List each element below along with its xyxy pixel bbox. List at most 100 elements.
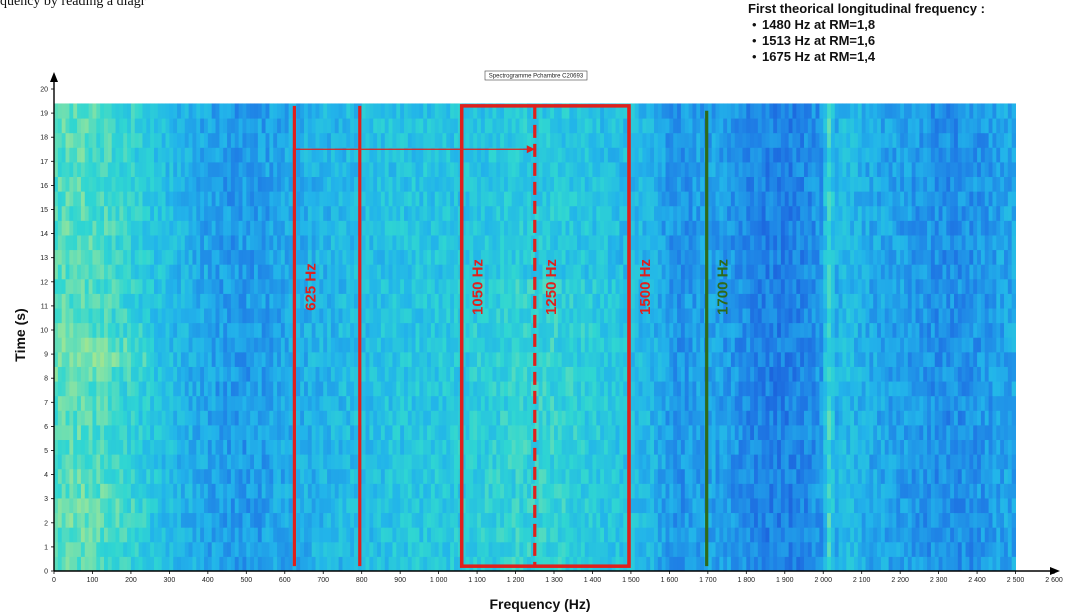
- heatmap-cell: [619, 381, 624, 397]
- heatmap-cell: [223, 556, 228, 571]
- heatmap-cell: [988, 381, 993, 397]
- heatmap-cell: [73, 381, 78, 397]
- heatmap-cell: [157, 497, 163, 514]
- heatmap-cell: [869, 395, 874, 411]
- heatmap-cell: [465, 541, 470, 557]
- heatmap-cell: [773, 337, 778, 353]
- heatmap-cell: [469, 424, 474, 440]
- heatmap-cell: [946, 556, 951, 571]
- heatmap-cell: [557, 468, 563, 484]
- heatmap-cell: [680, 454, 686, 470]
- heatmap-cell: [384, 293, 390, 309]
- heatmap-cell: [634, 512, 640, 528]
- heatmap-cell: [973, 454, 978, 470]
- heatmap-cell: [334, 468, 340, 484]
- heatmap-cell: [104, 424, 109, 440]
- heatmap-cell: [600, 381, 605, 397]
- heatmap-cell: [473, 483, 478, 499]
- heatmap-cell: [861, 351, 867, 367]
- heatmap-cell: [642, 512, 647, 528]
- heatmap-cell: [650, 293, 655, 309]
- heatmap-cell: [1007, 351, 1013, 367]
- heatmap-cell: [523, 351, 528, 367]
- heatmap-cell: [692, 322, 697, 338]
- heatmap-cell: [680, 497, 686, 514]
- heatmap-cell: [746, 351, 751, 367]
- heatmap-cell: [446, 322, 451, 338]
- heatmap-cell: [788, 439, 793, 455]
- heatmap-cell: [461, 424, 467, 440]
- heatmap-cell: [865, 468, 870, 484]
- heatmap-cell: [327, 483, 332, 499]
- heatmap-cell: [888, 527, 893, 543]
- heatmap-cell: [880, 512, 886, 528]
- heatmap-cell: [411, 439, 417, 455]
- heatmap-cell: [350, 395, 355, 411]
- heatmap-cell: [907, 410, 913, 426]
- heatmap-cell: [673, 527, 678, 543]
- heatmap-cell: [565, 366, 570, 382]
- heatmap-cell: [65, 351, 70, 367]
- heatmap-cell: [215, 483, 220, 499]
- heatmap-cell: [765, 424, 770, 440]
- heatmap-cell: [1004, 366, 1009, 382]
- heatmap-cell: [957, 278, 963, 294]
- heatmap-cell: [600, 337, 605, 353]
- heatmap-cell: [761, 351, 767, 367]
- heatmap-cell: [304, 337, 309, 353]
- heatmap-cell: [80, 395, 86, 411]
- heatmap-cell: [57, 541, 63, 557]
- heatmap-cell: [888, 366, 893, 382]
- heatmap-cell: [450, 483, 455, 499]
- heatmap-cell: [800, 512, 805, 528]
- heatmap-cell: [430, 454, 436, 470]
- heatmap-cell: [654, 424, 659, 440]
- heatmap-cell: [892, 337, 897, 353]
- heatmap-cell: [946, 512, 951, 528]
- heatmap-cell: [904, 556, 909, 571]
- heatmap-cell: [300, 381, 305, 397]
- heatmap-cell: [396, 337, 401, 353]
- heatmap-cell: [504, 308, 509, 324]
- heatmap-cell: [296, 497, 301, 514]
- heatmap-cell: [454, 278, 459, 294]
- heatmap-cell: [161, 468, 167, 484]
- heatmap-cell: [557, 424, 563, 440]
- heatmap-cell: [88, 381, 93, 397]
- heatmap-cell: [107, 366, 113, 382]
- heatmap-cell: [819, 512, 824, 528]
- heatmap-cell: [984, 541, 990, 557]
- heatmap-cell: [569, 278, 574, 294]
- heatmap-cell: [173, 541, 178, 557]
- heatmap-cell: [884, 512, 890, 528]
- heatmap-cell: [688, 366, 693, 382]
- heatmap-cell: [400, 497, 405, 514]
- heatmap-cell: [492, 395, 497, 411]
- heatmap-cell: [488, 395, 493, 411]
- heatmap-cell: [261, 322, 267, 338]
- heatmap-cell: [742, 541, 747, 557]
- heatmap-cell: [115, 308, 120, 324]
- heatmap-cell: [857, 293, 863, 309]
- heatmap-cell: [419, 337, 424, 353]
- heatmap-cell: [280, 556, 286, 571]
- heatmap-cell: [511, 293, 517, 309]
- heatmap-cell: [773, 439, 778, 455]
- heatmap-cell: [404, 454, 409, 470]
- heatmap-cell: [811, 366, 817, 382]
- heatmap-cell: [504, 366, 509, 382]
- heatmap-cell: [188, 556, 193, 571]
- heatmap-cell: [784, 337, 790, 353]
- heatmap-cell: [334, 322, 340, 338]
- heatmap-cell: [269, 541, 274, 557]
- heatmap-cell: [269, 439, 274, 455]
- heatmap-cell: [615, 439, 620, 455]
- heatmap-cell: [154, 512, 159, 528]
- heatmap-cell: [104, 454, 109, 470]
- heatmap-cell: [546, 337, 551, 353]
- heatmap-cell: [823, 351, 828, 367]
- heatmap-cell: [654, 512, 659, 528]
- heatmap-cell: [304, 293, 309, 309]
- heatmap-cell: [311, 293, 317, 309]
- heatmap-cell: [477, 541, 482, 557]
